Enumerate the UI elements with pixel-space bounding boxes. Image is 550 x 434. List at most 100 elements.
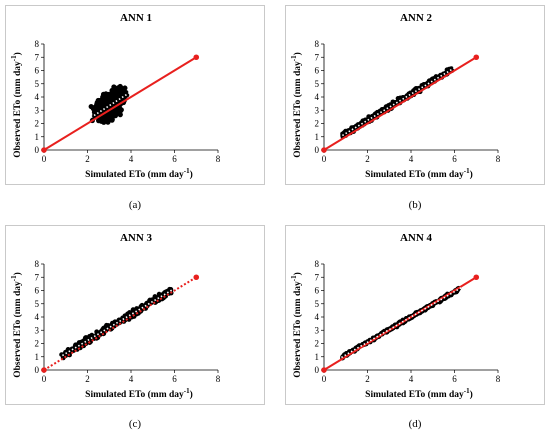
y-tick-label: 2: [315, 339, 320, 349]
x-tick-label: 4: [409, 374, 414, 384]
reference-line-end-marker: [473, 274, 480, 281]
x-tick-label: 0: [322, 374, 327, 384]
chart-panel-c: ANN 3 0 2 4 6 8 0 1 2 3 4 5 6 7 8 Simulated ETo (mm day…: [5, 225, 265, 405]
y-tick-label: 1: [35, 352, 40, 362]
y-tick-label: 5: [35, 299, 40, 309]
reference-line-end-marker: [193, 54, 200, 61]
data-point: [428, 77, 434, 83]
data-points: [59, 286, 174, 361]
x-tick-label: 8: [496, 374, 501, 384]
y-tick-label: 5: [35, 79, 40, 89]
data-point: [74, 345, 79, 351]
scatter-chart-d: ANN 4 0 2 4 6 8 0 1 2 3 4 5 6 7 8 Simulated ETo (mm day…: [290, 232, 501, 400]
x-axis-label: Simulated ETo (mm day-1): [365, 167, 473, 180]
y-axis-label: Observed ETo (mm day-1): [10, 52, 23, 158]
x-tick-label: 0: [42, 154, 47, 164]
y-tick-label: 4: [315, 92, 320, 102]
x-axis-label: Simulated ETo (mm day-1): [85, 167, 193, 180]
y-tick-label: 8: [35, 39, 40, 49]
x-axis-label: Simulated ETo (mm day-1): [365, 387, 473, 400]
data-point: [109, 92, 115, 98]
y-tick-label: 7: [315, 52, 320, 62]
chart-panel-d: ANN 4 0 2 4 6 8 0 1 2 3 4 5 6 7 8 Simulated ETo (mm day…: [285, 225, 545, 405]
y-tick-label: 6: [315, 286, 320, 296]
data-point: [77, 340, 83, 346]
y-tick-label: 6: [35, 66, 40, 76]
y-tick-label: 2: [35, 339, 40, 349]
x-tick-label: 2: [365, 154, 370, 164]
chart-title: ANN 3: [120, 232, 153, 244]
x-tick-label: 4: [129, 154, 134, 164]
x-tick-label: 2: [85, 374, 90, 384]
y-tick-label: 8: [35, 259, 40, 269]
data-point: [98, 105, 104, 112]
data-point: [94, 99, 100, 106]
trend-line: [340, 287, 462, 359]
reference-line: [43, 56, 197, 151]
y-tick-label: 3: [35, 325, 40, 335]
y-tick-label: 1: [315, 352, 320, 362]
chart-title: ANN 1: [120, 12, 152, 24]
y-tick-label: 0: [315, 365, 320, 375]
data-point: [120, 315, 126, 321]
x-tick-label: 8: [216, 154, 221, 164]
data-point: [118, 88, 124, 94]
caption-d: (d): [408, 418, 422, 430]
caption-a: (a): [128, 199, 142, 211]
data-point: [379, 107, 385, 112]
y-tick-label: 7: [35, 52, 40, 62]
reference-line-start-marker: [321, 367, 327, 373]
x-tick-label: 0: [42, 374, 47, 384]
data-point: [109, 117, 115, 123]
scatter-chart-a: ANN 1 0 2 4 6 8 0 1 2 3 4 5 6 7 8 Simulated ETo (mm day…: [10, 12, 221, 180]
y-tick-label: 7: [35, 272, 40, 282]
y-tick-label: 3: [315, 105, 320, 115]
y-tick-label: 7: [315, 272, 320, 282]
y-tick-label: 4: [35, 312, 40, 322]
data-point: [117, 112, 123, 118]
y-tick-label: 3: [35, 105, 40, 115]
x-tick-label: 4: [409, 154, 414, 164]
x-tick-label: 4: [129, 374, 134, 384]
y-tick-label: 2: [315, 119, 320, 129]
reference-line-start-marker: [321, 147, 327, 153]
y-tick-label: 0: [35, 145, 40, 155]
chart-title: ANN 2: [400, 12, 433, 24]
chart-panel-b: ANN 2 0 2 4 6 8 0 1 2 3 4 5 6 7 8 Simulated ETo (mm day…: [285, 5, 545, 185]
y-tick-label: 5: [315, 79, 320, 89]
caption-c: (c): [128, 418, 142, 430]
reference-line-start-marker: [41, 147, 47, 153]
data-point: [358, 121, 364, 126]
y-tick-label: 5: [315, 299, 320, 309]
data-point: [63, 349, 68, 355]
y-tick-label: 6: [35, 286, 40, 296]
y-tick-label: 0: [35, 365, 40, 375]
y-axis-label: Observed ETo (mm day-1): [10, 272, 23, 378]
reference-line-end-marker: [473, 54, 480, 61]
reference-line-start-marker: [41, 367, 47, 373]
y-tick-label: 0: [315, 145, 320, 155]
data-point: [88, 103, 94, 110]
x-axis-label: Simulated ETo (mm day-1): [85, 387, 193, 400]
y-axis-label: Observed ETo (mm day-1): [290, 52, 303, 158]
reference-line: [43, 276, 197, 371]
x-tick-label: 8: [496, 154, 501, 164]
y-tick-label: 1: [35, 132, 40, 142]
x-tick-label: 2: [365, 374, 370, 384]
x-tick-label: 6: [172, 154, 177, 164]
chart-panel-a: ANN 1 0 2 4 6 8 0 1 2 3 4 5 6 7 8 Simulated ETo (mm day…: [5, 5, 265, 185]
chart-title: ANN 4: [400, 232, 433, 244]
y-tick-label: 8: [315, 39, 320, 49]
data-point: [93, 104, 100, 110]
y-tick-label: 4: [315, 312, 320, 322]
reference-line-end-marker: [193, 274, 200, 281]
scatter-chart-b: ANN 2 0 2 4 6 8 0 1 2 3 4 5 6 7 8 Simulated ETo (mm day…: [290, 12, 501, 180]
y-tick-label: 1: [315, 132, 320, 142]
x-tick-label: 8: [216, 374, 221, 384]
caption-b: (b): [408, 199, 422, 211]
y-tick-label: 8: [315, 259, 320, 269]
x-tick-label: 0: [322, 154, 327, 164]
trend-line: [338, 67, 455, 139]
trend-line: [71, 77, 154, 131]
